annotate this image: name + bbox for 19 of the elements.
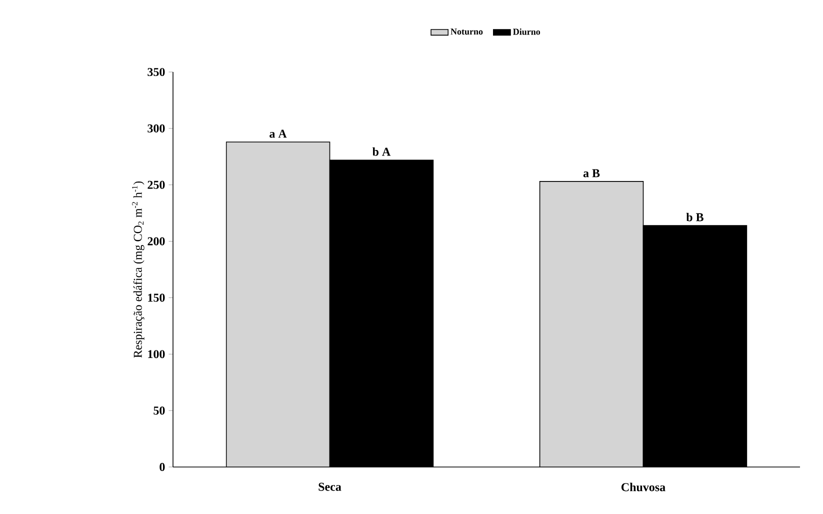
- annotation: b B: [686, 212, 704, 222]
- legend-label: Diurno: [513, 28, 540, 35]
- annotation: a A: [270, 130, 287, 138]
- y-tick-label: 100: [148, 350, 165, 358]
- x-tick-label: Chuvosa: [621, 482, 666, 492]
- y-tick-label: 0: [160, 462, 165, 472]
- x-tick-label: Seca: [318, 482, 342, 491]
- y-tick-label: 150: [148, 294, 165, 302]
- bar: [539, 181, 644, 467]
- y-tick-label: 300: [148, 124, 165, 132]
- y-tick-label: 50: [154, 406, 165, 415]
- legend-label: Noturno: [450, 28, 483, 35]
- annotation: a B: [583, 169, 600, 178]
- y-axis-title: Respiração edáfica (mg CO$_{2}$ m$^{-2}$ h$^{-1}$): [132, 181, 144, 358]
- y-tick-label: 200: [148, 237, 165, 246]
- y-tick-label: 350: [148, 68, 165, 76]
- y-tick-label: 250: [148, 180, 165, 189]
- annotation: b A: [372, 147, 391, 156]
- bar: [226, 142, 330, 467]
